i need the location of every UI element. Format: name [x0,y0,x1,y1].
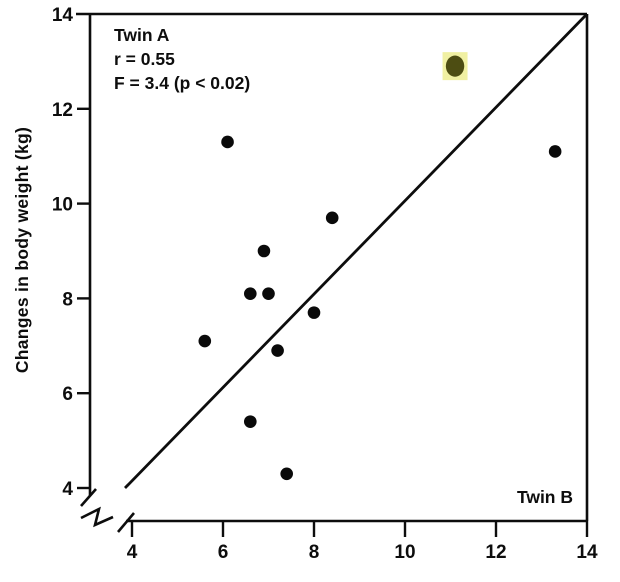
highlighted-data-point[interactable] [445,55,465,77]
identity-line [123,13,589,489]
x-tick-label: 14 [576,542,598,563]
x-tick-label: 10 [394,542,415,563]
data-point[interactable] [307,306,321,319]
corner-label-twin-b: Twin B [517,487,573,507]
x-tick-label: 6 [218,542,229,563]
annotation-r-value: r = 0.55 [114,49,175,69]
data-point[interactable] [271,344,284,357]
data-point[interactable] [221,135,234,149]
data-point[interactable] [280,467,294,481]
x-axis-break-mark [117,512,135,533]
y-tick-label: 4 [62,479,73,500]
x-tick-label: 8 [309,542,320,563]
y-tick-label: 6 [62,384,73,405]
annotation-twin-a: Twin A [114,25,170,45]
data-point[interactable] [325,211,339,225]
annotation-f-value: F = 3.4 (p < 0.02) [114,73,250,93]
x-tick-label: 12 [485,542,506,563]
data-point[interactable] [257,244,271,258]
data-point[interactable] [244,415,257,428]
x-tick-label: 4 [127,542,138,563]
data-point[interactable] [198,334,212,348]
y-axis-break-mark [80,488,97,507]
data-point[interactable] [244,287,257,300]
y-tick-label: 8 [62,289,73,310]
data-point[interactable] [548,145,562,158]
data-point[interactable] [262,287,275,300]
y-tick-label: 12 [52,100,73,121]
y-tick-label: 10 [52,195,73,216]
axis-break-zigzag [80,506,114,528]
y-axis-title: Changes in body weight (kg) [12,127,32,373]
y-tick-label: 14 [52,5,74,26]
